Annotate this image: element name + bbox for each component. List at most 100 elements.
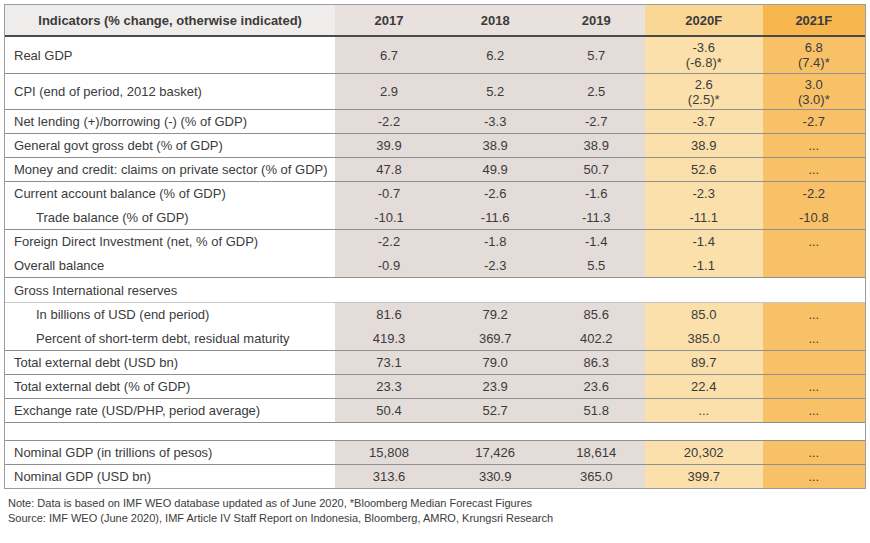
value-cell (763, 351, 865, 374)
value-cell: 50.4 (335, 399, 443, 422)
value-cell: 85.6 (548, 303, 645, 326)
value-cell: -2.7 (548, 110, 645, 133)
value-cell: 6.2 (443, 37, 548, 73)
indicator-label: Real GDP (5, 37, 335, 73)
table-row: CPI (end of period, 2012 basket)2.95.22.… (5, 73, 865, 109)
value-cell: -1.1 (645, 253, 763, 277)
value-cell: -2.2 (335, 110, 443, 133)
header-2021f: 2021F (763, 5, 865, 35)
value-cell: -3.6 (-6.8)* (645, 37, 763, 73)
table-row: Foreign Direct Investment (net, % of GDP… (5, 229, 865, 253)
table-row: Net lending (+)/borrowing (-) (% of GDP)… (5, 109, 865, 133)
value-cell: 23.9 (443, 375, 548, 398)
header-2018: 2018 (443, 5, 548, 35)
value-cell: -2.2 (335, 230, 443, 253)
value-cell: -11.6 (443, 205, 548, 229)
indicator-label: Nominal GDP (in trillions of pesos) (5, 441, 335, 464)
value-cell: 52.7 (443, 399, 548, 422)
value-cell: ... (763, 303, 865, 326)
section-row: Gross International reserves (5, 277, 865, 302)
value-cell: -11.1 (645, 205, 763, 229)
value-cell: ... (645, 399, 763, 422)
indicator-label: General govt gross debt (% of GDP) (5, 134, 335, 157)
value-cell: -10.8 (763, 205, 865, 229)
value-cell: 49.9 (443, 158, 548, 181)
table-footnotes: Note: Data is based on IMF WEO database … (8, 496, 870, 526)
value-cell: 18,614 (548, 441, 645, 464)
value-cell: 2.9 (335, 74, 443, 109)
indicator-label: Foreign Direct Investment (net, % of GDP… (5, 230, 335, 253)
value-cell: ... (763, 375, 865, 398)
value-cell: -2.2 (763, 182, 865, 205)
table-row: Total external debt (USD bn)73.179.086.3… (5, 350, 865, 374)
header-indicators: Indicators (% change, otherwise indicate… (5, 5, 335, 35)
indicator-label: Total external debt (USD bn) (5, 351, 335, 374)
value-cell: 402.2 (548, 326, 645, 350)
table-body: Real GDP6.76.25.7-3.6 (-6.8)*6.8 (7.4)*C… (5, 37, 865, 488)
value-cell: 85.0 (645, 303, 763, 326)
value-cell: -3.7 (645, 110, 763, 133)
value-cell: 399.7 (645, 465, 763, 488)
table-row: Percent of short-term debt, residual mat… (5, 326, 865, 350)
value-cell: ... (763, 230, 865, 253)
value-cell: 38.9 (645, 134, 763, 157)
table-row: Real GDP6.76.25.7-3.6 (-6.8)*6.8 (7.4)* (5, 37, 865, 73)
value-cell: 313.6 (335, 465, 443, 488)
indicator-label: Percent of short-term debt, residual mat… (5, 326, 335, 350)
indicator-label: Money and credit: claims on private sect… (5, 158, 335, 181)
spacer-row (5, 422, 865, 440)
value-cell: -2.6 (443, 182, 548, 205)
value-cell: -2.3 (443, 253, 548, 277)
value-cell: -0.9 (335, 253, 443, 277)
table-row: General govt gross debt (% of GDP)39.9 38… (5, 133, 865, 157)
indicator-label: CPI (end of period, 2012 basket) (5, 74, 335, 109)
value-cell: 5.2 (443, 74, 548, 109)
value-cell: -0.7 (335, 182, 443, 205)
value-cell: -1.8 (443, 230, 548, 253)
value-cell: 50.7 (548, 158, 645, 181)
value-cell: ... (763, 465, 865, 488)
note-line: Note: Data is based on IMF WEO database … (8, 496, 870, 511)
value-cell: ... (763, 326, 865, 350)
value-cell: 79.2 (443, 303, 548, 326)
value-cell: 47.8 (335, 158, 443, 181)
header-2019: 2019 (548, 5, 645, 35)
value-cell (763, 253, 865, 277)
table-row: Nominal GDP (in trillions of pesos)15,80… (5, 440, 865, 464)
spacer-cell (5, 423, 865, 440)
value-cell: 79.0 (443, 351, 548, 374)
table-row: Exchange rate (USD/PHP, period average)5… (5, 398, 865, 422)
value-cell: 73.1 (335, 351, 443, 374)
header-2020f: 2020F (645, 5, 763, 35)
value-cell: -3.3 (443, 110, 548, 133)
value-cell: 3.0 (3.0)* (763, 74, 865, 109)
table-row: Current account balance (% of GDP)-0.7-2… (5, 181, 865, 205)
value-cell: 86.3 (548, 351, 645, 374)
value-cell: -1.4 (548, 230, 645, 253)
value-cell: 20,302 (645, 441, 763, 464)
value-cell: 81.6 (335, 303, 443, 326)
table-row: In billions of USD (end period)81.679.28… (5, 302, 865, 326)
value-cell: -2.7 (763, 110, 865, 133)
value-cell: 38.9 (548, 134, 645, 157)
indicator-label: Exchange rate (USD/PHP, period average) (5, 399, 335, 422)
value-cell: -1.6 (548, 182, 645, 205)
value-cell: 365.0 (548, 465, 645, 488)
indicator-label: Trade balance (% of GDP) (5, 205, 335, 229)
value-cell: 15,808 (335, 441, 443, 464)
value-cell: 51.8 (548, 399, 645, 422)
value-cell: 23.6 (548, 375, 645, 398)
value-cell: -1.4 (645, 230, 763, 253)
indicator-label: Total external debt (% of GDP) (5, 375, 335, 398)
value-cell: 2.5 (548, 74, 645, 109)
value-cell: ... (763, 158, 865, 181)
indicator-label: Nominal GDP (USD bn) (5, 465, 335, 488)
value-cell: 89.7 (645, 351, 763, 374)
value-cell: 39.9 (335, 134, 443, 157)
header-2017: 2017 (335, 5, 443, 35)
value-cell: 2.6 (2.5)* (645, 74, 763, 109)
value-cell: -2.3 (645, 182, 763, 205)
value-cell: 23.3 (335, 375, 443, 398)
value-cell: ... (763, 134, 865, 157)
value-cell: 52.6 (645, 158, 763, 181)
